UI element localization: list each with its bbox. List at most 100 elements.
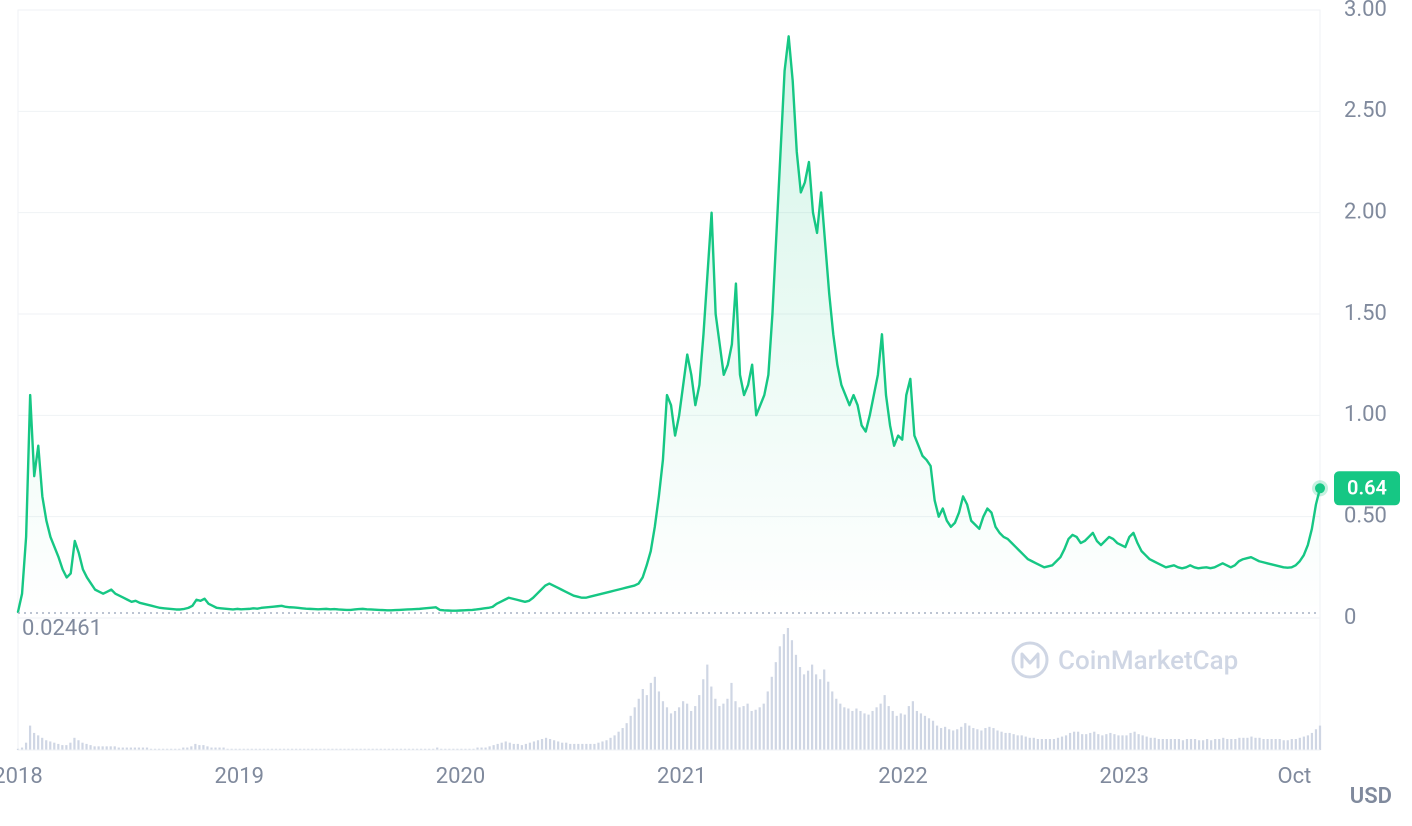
volume-bar (537, 740, 539, 750)
volume-bar (944, 727, 946, 750)
volume-bar (1113, 734, 1115, 750)
volume-bar (1178, 739, 1180, 750)
volume-bar (513, 744, 515, 750)
volume-bar (1202, 740, 1204, 750)
volume-bar (549, 739, 551, 750)
volume-bar (779, 646, 781, 750)
volume-bar (561, 743, 563, 750)
y-axis-label: 2.00 (1344, 199, 1387, 224)
volume-bar (1295, 739, 1297, 750)
volume-bar (1073, 732, 1075, 750)
volume-bar (45, 740, 47, 750)
volume-bar (658, 691, 660, 750)
volume-bar (851, 711, 853, 750)
volume-bar (1045, 739, 1047, 750)
volume-bar (1250, 737, 1252, 750)
volume-bar (795, 655, 797, 750)
volume-bar (662, 701, 664, 750)
volume-bar (106, 746, 108, 750)
volume-bar (904, 715, 906, 750)
volume-bar (1142, 735, 1144, 750)
volume-bar (1125, 735, 1127, 750)
volume-bar (1230, 739, 1232, 750)
volume-bar (194, 744, 196, 750)
volume-bar (976, 729, 978, 750)
volume-bar (646, 695, 648, 750)
volume-bar (654, 677, 656, 750)
volume-bar (33, 733, 35, 750)
volume-bar (25, 743, 27, 750)
volume-bar (714, 699, 716, 750)
volume-bar (190, 746, 192, 750)
volume-bar (759, 707, 761, 750)
volume-bar (593, 744, 595, 750)
volume-bar (1275, 739, 1277, 750)
volume-bar (1291, 739, 1293, 750)
volume-bar (1081, 734, 1083, 750)
volume-bar (787, 628, 789, 750)
volume-bar (501, 743, 503, 750)
volume-bar (509, 743, 511, 750)
volume-bar (1266, 739, 1268, 750)
volume-bar (916, 711, 918, 750)
volume-bar (746, 704, 748, 750)
volume-bar (650, 683, 652, 750)
y-axis-label: 1.00 (1344, 402, 1387, 427)
volume-bar (618, 732, 620, 750)
volume-bar (89, 745, 91, 750)
volume-bar (622, 728, 624, 750)
volume-bar (81, 743, 83, 750)
volume-bar (670, 713, 672, 750)
volume-bar (992, 728, 994, 750)
volume-bar (948, 729, 950, 750)
volume-bar (73, 738, 75, 750)
volume-bar (53, 743, 55, 750)
volume-bar (642, 689, 644, 750)
volume-bar (1170, 739, 1172, 750)
volume-bar (1214, 739, 1216, 750)
y-axis-label: 0.50 (1344, 503, 1387, 528)
volume-bar (202, 745, 204, 750)
volume-bar (521, 745, 523, 750)
volume-bar (1226, 739, 1228, 750)
volume-bar (1283, 740, 1285, 750)
volume-bar (1049, 739, 1051, 750)
x-axis-label: 2019 (215, 764, 264, 789)
volume-bar (589, 744, 591, 750)
volume-bar (968, 726, 970, 750)
x-axis-label: 2023 (1100, 764, 1149, 789)
volume-bar (831, 691, 833, 750)
volume-bar (847, 709, 849, 750)
volume-bar (1158, 739, 1160, 750)
volume-bar (980, 730, 982, 750)
volume-bar (1162, 739, 1164, 750)
volume-bar (626, 723, 628, 750)
volume-bar (1198, 740, 1200, 750)
volume-bar (1061, 737, 1063, 750)
volume-bar (1287, 740, 1289, 750)
volume-bar (1186, 739, 1188, 750)
volume-bar (541, 739, 543, 750)
volume-bar (940, 728, 942, 750)
volume-bar (1222, 738, 1224, 750)
volume-bar (730, 683, 732, 750)
x-axis-label: 2022 (878, 764, 927, 789)
volume-bar (1009, 733, 1011, 750)
volume-bar (569, 744, 571, 750)
volume-bar (65, 745, 67, 750)
volume-bar (1053, 739, 1055, 750)
volume-bar (843, 707, 845, 750)
volume-bar (613, 735, 615, 750)
volume-bar (928, 718, 930, 750)
volume-bar (1315, 729, 1317, 750)
y-axis-label: 0 (1344, 605, 1356, 630)
reference-label: 0.02461 (22, 616, 102, 641)
volume-bar (892, 711, 894, 750)
volume-bar (634, 707, 636, 750)
volume-bar (49, 741, 51, 750)
volume-bar (1258, 738, 1260, 750)
volume-bar (609, 738, 611, 750)
volume-bar (1029, 738, 1031, 750)
volume-bar (1057, 738, 1059, 750)
volume-bar (880, 704, 882, 750)
